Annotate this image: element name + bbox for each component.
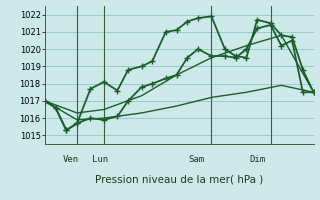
- Text: Ven: Ven: [62, 155, 78, 164]
- Text: Lun: Lun: [92, 155, 108, 164]
- Text: Dim: Dim: [249, 155, 265, 164]
- Text: Pression niveau de la mer( hPa ): Pression niveau de la mer( hPa ): [95, 174, 263, 184]
- Text: Sam: Sam: [188, 155, 205, 164]
